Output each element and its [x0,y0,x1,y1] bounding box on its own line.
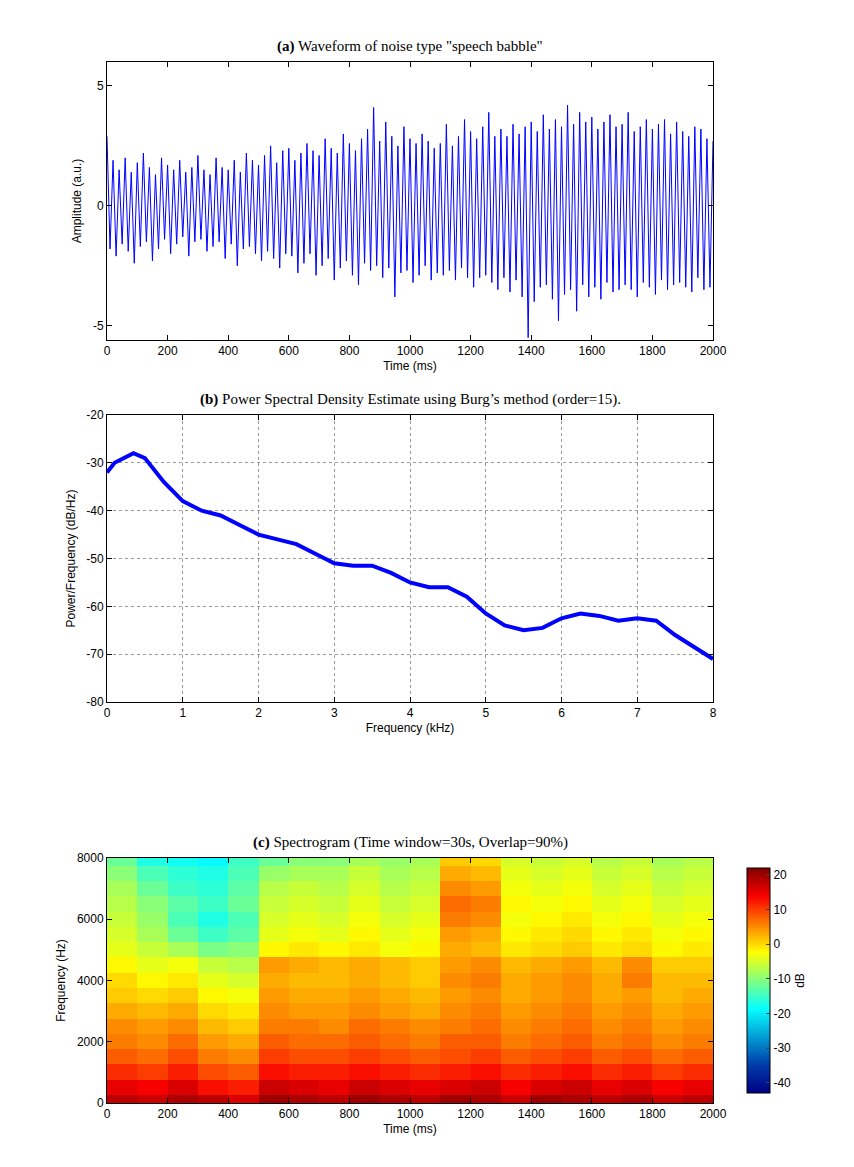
svg-text:600: 600 [279,344,299,358]
svg-text:(a) Waveform of noise type "sp: (a) Waveform of noise type "speech babbl… [277,38,543,55]
svg-text:7: 7 [634,706,641,720]
svg-text:-80: -80 [86,695,104,709]
svg-text:-20: -20 [773,1007,791,1021]
svg-text:1: 1 [179,706,186,720]
svg-text:Frequency (kHz): Frequency (kHz) [366,721,455,735]
svg-text:6000: 6000 [77,912,104,926]
svg-text:(c) Spectrogram (Time window=3: (c) Spectrogram (Time window=30s, Overla… [253,834,568,851]
svg-text:10: 10 [773,903,787,917]
svg-text:8: 8 [710,706,717,720]
svg-text:600: 600 [279,1107,299,1121]
svg-text:3: 3 [331,706,338,720]
svg-text:0: 0 [104,1107,111,1121]
svg-text:2000: 2000 [700,1107,727,1121]
svg-text:1000: 1000 [397,344,424,358]
svg-text:4: 4 [407,706,414,720]
svg-text:-70: -70 [86,647,104,661]
svg-text:1800: 1800 [639,344,666,358]
svg-text:400: 400 [218,344,238,358]
svg-text:0: 0 [97,1096,104,1110]
svg-text:1600: 1600 [578,344,605,358]
svg-text:-30: -30 [773,1041,791,1055]
svg-text:2000: 2000 [700,344,727,358]
svg-text:-20: -20 [86,408,104,422]
svg-text:200: 200 [158,344,178,358]
svg-text:0: 0 [97,199,104,213]
svg-text:1600: 1600 [578,1107,605,1121]
svg-text:dB: dB [793,973,807,988]
svg-text:800: 800 [339,344,359,358]
svg-text:2: 2 [255,706,262,720]
svg-text:1000: 1000 [397,1107,424,1121]
svg-text:8000: 8000 [77,851,104,865]
svg-text:400: 400 [218,1107,238,1121]
svg-text:800: 800 [339,1107,359,1121]
svg-text:-5: -5 [93,319,104,333]
svg-text:20: 20 [773,868,787,882]
svg-text:5: 5 [97,79,104,93]
svg-text:1200: 1200 [457,344,484,358]
svg-text:Time (ms): Time (ms) [383,359,437,373]
svg-text:Frequency (Hz): Frequency (Hz) [54,939,68,1022]
svg-text:Time (ms): Time (ms) [383,1122,437,1136]
svg-text:-40: -40 [86,504,104,518]
svg-text:1800: 1800 [639,1107,666,1121]
svg-text:0: 0 [773,937,780,951]
svg-text:0: 0 [104,344,111,358]
svg-text:Amplitude (a.u.): Amplitude (a.u.) [70,159,84,244]
svg-text:-40: -40 [773,1076,791,1090]
svg-text:2000: 2000 [77,1035,104,1049]
svg-text:-30: -30 [86,456,104,470]
svg-text:0: 0 [104,706,111,720]
svg-text:1400: 1400 [518,344,545,358]
svg-text:-10: -10 [773,972,791,986]
svg-text:Power/Frequency (dB/Hz): Power/Frequency (dB/Hz) [64,489,78,627]
svg-text:1400: 1400 [518,1107,545,1121]
svg-text:-50: -50 [86,552,104,566]
svg-text:(b) Power Spectral Density Est: (b) Power Spectral Density Estimate usin… [200,391,621,408]
svg-text:200: 200 [158,1107,178,1121]
svg-text:1200: 1200 [457,1107,484,1121]
svg-text:4000: 4000 [77,974,104,988]
svg-text:5: 5 [482,706,489,720]
svg-text:6: 6 [558,706,565,720]
svg-text:-60: -60 [86,600,104,614]
